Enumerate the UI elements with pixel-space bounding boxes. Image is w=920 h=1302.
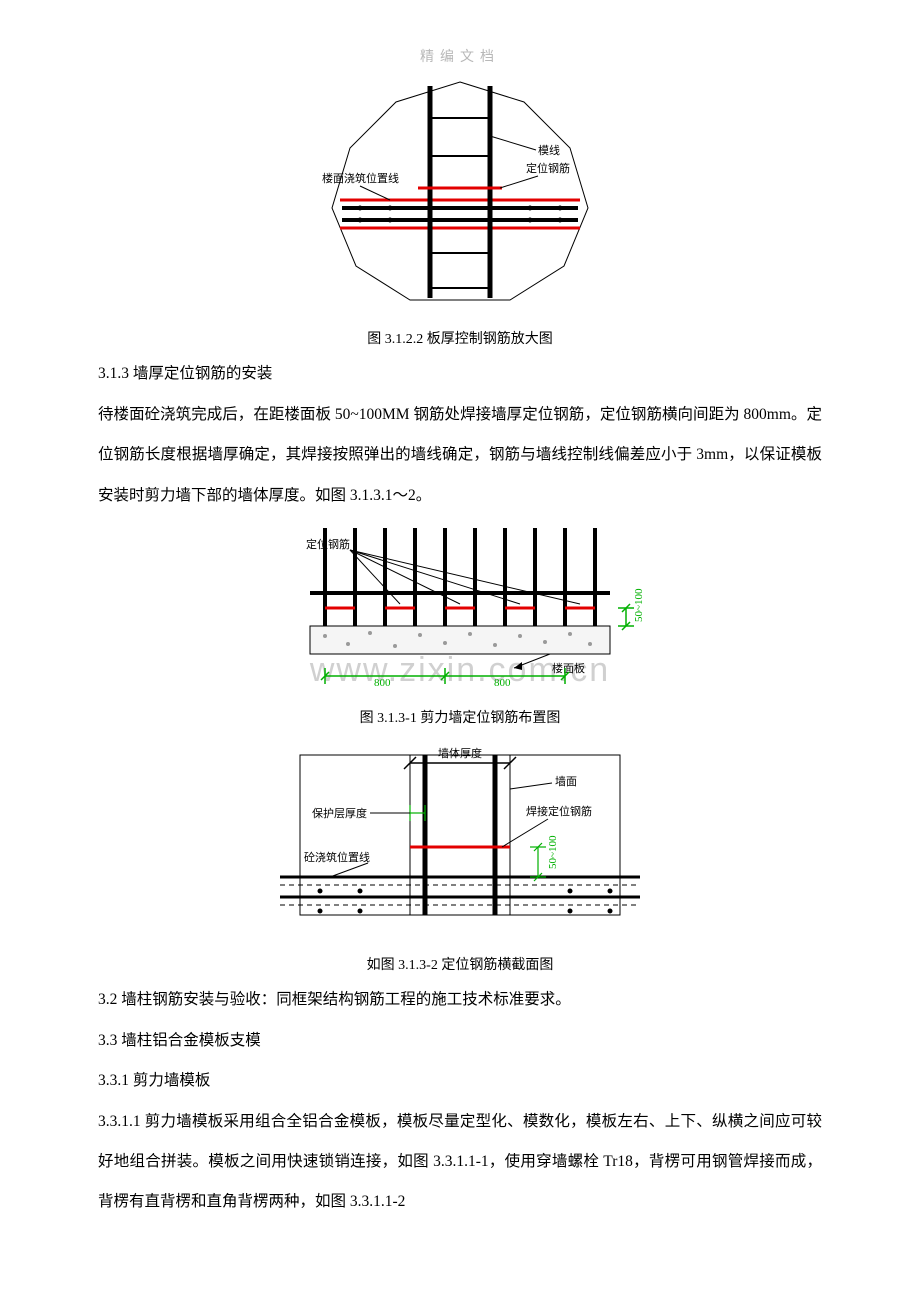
fig2-dim-h: 50~100 bbox=[633, 588, 645, 622]
fig3-label-tjwzx: 砼浇筑位置线 bbox=[304, 850, 370, 864]
sec-3-3: 3.3 墙柱铝合金模板支模 bbox=[98, 1024, 822, 1058]
fig3-label-qthd: 墙体厚度 bbox=[438, 746, 482, 760]
page-header: 精编文档 bbox=[98, 40, 822, 76]
figure-3-1-2-2: 模线 定位钢筋 楼面浇筑位置线 图 3.1.2.2 板厚控制钢筋放大图 bbox=[98, 78, 822, 351]
sec-3-3-1-1-p1: 3.3.1.1 剪力墙模板采用组合全铝合金模板，模板尽量定型化、模数化，模板左右… bbox=[98, 1102, 822, 1223]
fig2-svg: 定位钢筋 楼面板 800 800 50~100 bbox=[270, 518, 650, 688]
figure-3-1-3-2: 墙体厚度 墙面 保护层厚度 焊接定位钢筋 砼浇筑位置线 50~100 bbox=[98, 735, 822, 978]
fig1-label-dwgj: 定位钢筋 bbox=[526, 161, 570, 175]
fig2-caption: 图 3.1.3-1 剪力墙定位钢筋布置图 bbox=[98, 708, 822, 730]
fig3-label-hjdwgj: 焊接定位钢筋 bbox=[526, 804, 592, 818]
fig2-label-dwgj: 定位钢筋 bbox=[306, 537, 350, 551]
figure-3-1-3-1: www.zixin.com.cn bbox=[98, 518, 822, 731]
fig1-svg: 模线 定位钢筋 楼面浇筑位置线 bbox=[320, 78, 600, 308]
fig3-dim-h: 50~100 bbox=[547, 835, 559, 869]
sec-3-2: 3.2 墙柱钢筋安装与验收：同框架结构钢筋工程的施工技术标准要求。 bbox=[98, 983, 822, 1017]
fig3-caption: 如图 3.1.3-2 定位钢筋横截面图 bbox=[98, 955, 822, 977]
fig1-label-lm: 楼面浇筑位置线 bbox=[322, 171, 399, 185]
fig3-label-bhchd: 保护层厚度 bbox=[312, 806, 367, 820]
fig2-dim-800b: 800 bbox=[494, 677, 511, 688]
sec-3-1-3-p1: 待楼面砼浇筑完成后，在距楼面板 50~100MM 钢筋处焊接墙厚定位钢筋，定位钢… bbox=[98, 395, 822, 516]
fig1-label-mx: 模线 bbox=[538, 143, 560, 157]
fig2-dim-800a: 800 bbox=[374, 677, 391, 688]
fig3-svg: 墙体厚度 墙面 保护层厚度 焊接定位钢筋 砼浇筑位置线 50~100 bbox=[270, 735, 650, 935]
fig1-caption: 图 3.1.2.2 板厚控制钢筋放大图 bbox=[98, 329, 822, 351]
fig3-label-qm: 墙面 bbox=[555, 774, 577, 788]
sec-3-1-3-title: 3.1.3 墙厚定位钢筋的安装 bbox=[98, 357, 822, 391]
sec-3-3-1: 3.3.1 剪力墙模板 bbox=[98, 1064, 822, 1098]
